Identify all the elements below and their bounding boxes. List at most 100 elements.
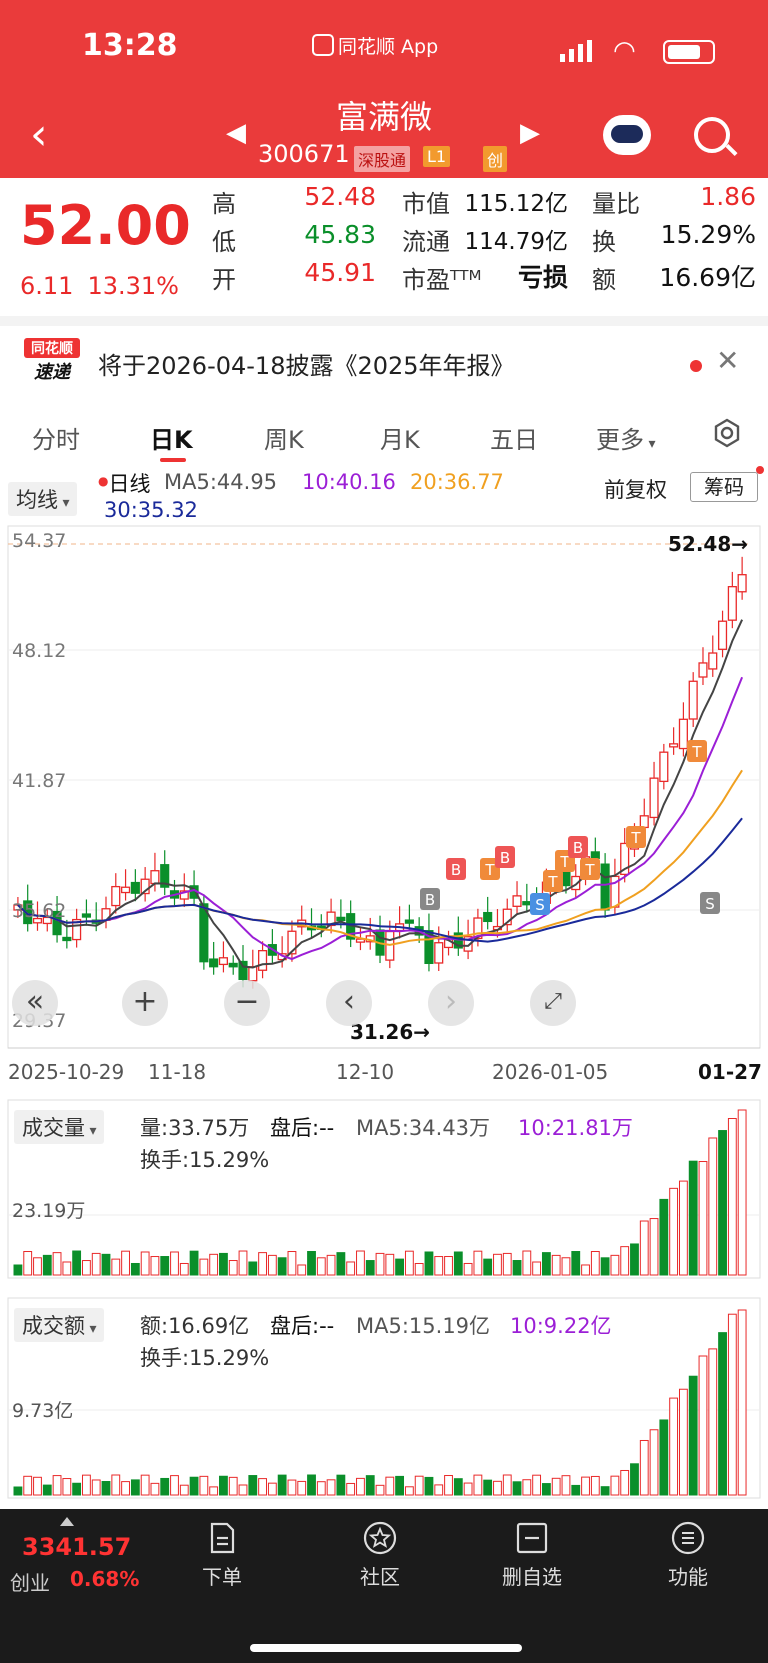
trade-marker-label: T xyxy=(559,853,570,871)
label-float: 流通 xyxy=(402,228,450,256)
tag-l1: L1 xyxy=(423,146,451,167)
label-high: 高 xyxy=(212,190,236,218)
amount-bar xyxy=(669,1397,679,1496)
volume-bar xyxy=(581,1264,590,1276)
nav-functions[interactable]: 功能 xyxy=(648,1521,728,1590)
report-notice[interactable]: 同花顺 速递 将于2026-04-18披露《2025年年报》 ✕ xyxy=(0,316,768,414)
volume-bar xyxy=(356,1250,365,1276)
candle-body xyxy=(639,815,649,829)
candle-body xyxy=(688,680,698,720)
volume-bar xyxy=(287,1251,297,1276)
volume-bar xyxy=(375,1252,385,1276)
amount-bar xyxy=(13,1486,23,1496)
nav-remove-watchlist[interactable]: 删自选 xyxy=(492,1521,572,1590)
volume-bar xyxy=(346,1261,356,1276)
tab-monthly-k[interactable]: 月K xyxy=(380,426,420,454)
scroll-left-button[interactable]: ‹ xyxy=(326,980,372,1026)
next-stock-button[interactable]: ▶ xyxy=(520,118,540,148)
candle-body xyxy=(336,916,346,922)
volume-indicator-dropdown[interactable]: 成交量 xyxy=(14,1110,105,1144)
volume-bar xyxy=(424,1251,434,1276)
robot-assistant-icon[interactable] xyxy=(603,115,651,155)
close-icon[interactable]: ✕ xyxy=(716,344,740,377)
volume-bar xyxy=(23,1251,33,1276)
volume-bar xyxy=(649,1218,659,1276)
amount-frame xyxy=(7,1297,761,1499)
volume-bar xyxy=(727,1118,737,1276)
amount-bar xyxy=(453,1478,463,1496)
amount-value: 额:16.69亿 xyxy=(140,1314,250,1338)
candle-body xyxy=(669,743,679,748)
price-change: 6.11 13.31% xyxy=(20,272,179,300)
value-amount: 16.69亿 xyxy=(659,263,756,292)
adjust-mode[interactable]: 前复权 xyxy=(604,478,667,502)
scroll-left-fast-button[interactable]: « xyxy=(12,980,58,1026)
value-pe: 亏损 xyxy=(517,263,568,292)
scroll-right-button[interactable]: › xyxy=(428,980,474,1026)
ma20-label: 20:36.77 xyxy=(410,470,504,494)
candle-body xyxy=(130,881,140,894)
index-value[interactable]: 3341.57 xyxy=(22,1533,132,1561)
volume-bar xyxy=(111,1258,121,1276)
wifi-icon: ◠ xyxy=(613,36,636,66)
amount-bar xyxy=(483,1479,493,1496)
stock-code: 300671 xyxy=(258,140,350,168)
amount-bar xyxy=(590,1475,600,1496)
trade-marker xyxy=(626,826,646,848)
tab-daily-k[interactable]: 日K xyxy=(150,426,193,454)
volume-bar xyxy=(101,1253,111,1276)
zoom-out-button[interactable]: − xyxy=(224,980,270,1026)
y-label-2: 48.12 xyxy=(12,640,67,662)
trade-marker-label: B xyxy=(425,891,435,909)
x-label-3: 12-10 xyxy=(336,1060,395,1084)
tab-more[interactable]: 更多 ▾ xyxy=(596,426,656,454)
y-label-4: 35.62 xyxy=(12,900,67,922)
chip-distribution-button[interactable]: 筹码 xyxy=(690,472,758,502)
high-marker: 52.48→ xyxy=(668,532,749,556)
back-button[interactable]: ‹ xyxy=(30,109,48,160)
candle-body xyxy=(512,895,522,907)
amount-bar xyxy=(219,1475,228,1496)
zoom-in-button[interactable]: + xyxy=(122,980,168,1026)
candle-body xyxy=(463,936,473,952)
index-name: 创业 xyxy=(10,1571,50,1595)
amount-bar xyxy=(463,1482,473,1496)
trade-marker-label: S xyxy=(535,896,545,914)
amount-bar xyxy=(375,1484,385,1496)
label-volratio: 量比 xyxy=(592,190,640,218)
amount-bar xyxy=(620,1469,630,1496)
quote-panel: 52.00 6.11 13.31% 高 52.48 市值 115.12亿 量比 1… xyxy=(0,178,768,316)
nav-order[interactable]: 下单 xyxy=(182,1521,262,1590)
nav-community[interactable]: 社区 xyxy=(340,1521,420,1590)
indicator-dropdown[interactable]: 均线 xyxy=(8,482,78,516)
prev-stock-button[interactable]: ◀ xyxy=(226,118,246,148)
candle-body xyxy=(160,864,170,888)
tab-five-day[interactable]: 五日 xyxy=(490,426,538,454)
candle-body xyxy=(727,586,737,621)
amount-bar xyxy=(189,1476,199,1496)
volume-bar xyxy=(541,1252,551,1276)
candle-body xyxy=(571,875,581,891)
trade-marker-label: S xyxy=(705,895,715,913)
tab-intraday[interactable]: 分时 xyxy=(32,426,80,454)
tab-weekly-k[interactable]: 周K xyxy=(264,426,304,454)
trade-marker xyxy=(446,858,466,880)
volume-after: 盘后:-- xyxy=(270,1116,335,1140)
amount-bar xyxy=(267,1482,277,1496)
fullscreen-icon[interactable]: ⤢ xyxy=(530,980,576,1026)
volume-bar xyxy=(140,1251,150,1276)
volume-bar xyxy=(551,1254,561,1276)
volume-bar xyxy=(678,1180,688,1276)
candle-body xyxy=(179,890,189,900)
amount-indicator-dropdown[interactable]: 成交额 xyxy=(14,1308,105,1342)
candle-body xyxy=(649,777,659,819)
expand-up-icon[interactable] xyxy=(60,1517,74,1526)
candle-body xyxy=(81,913,91,918)
amount-bar xyxy=(600,1486,610,1496)
y-label-3: 41.87 xyxy=(12,770,67,792)
settings-icon[interactable] xyxy=(712,418,742,448)
value-mktcap: 115.12亿 xyxy=(464,191,568,217)
search-icon[interactable] xyxy=(694,117,730,153)
volume-bar xyxy=(72,1250,82,1276)
